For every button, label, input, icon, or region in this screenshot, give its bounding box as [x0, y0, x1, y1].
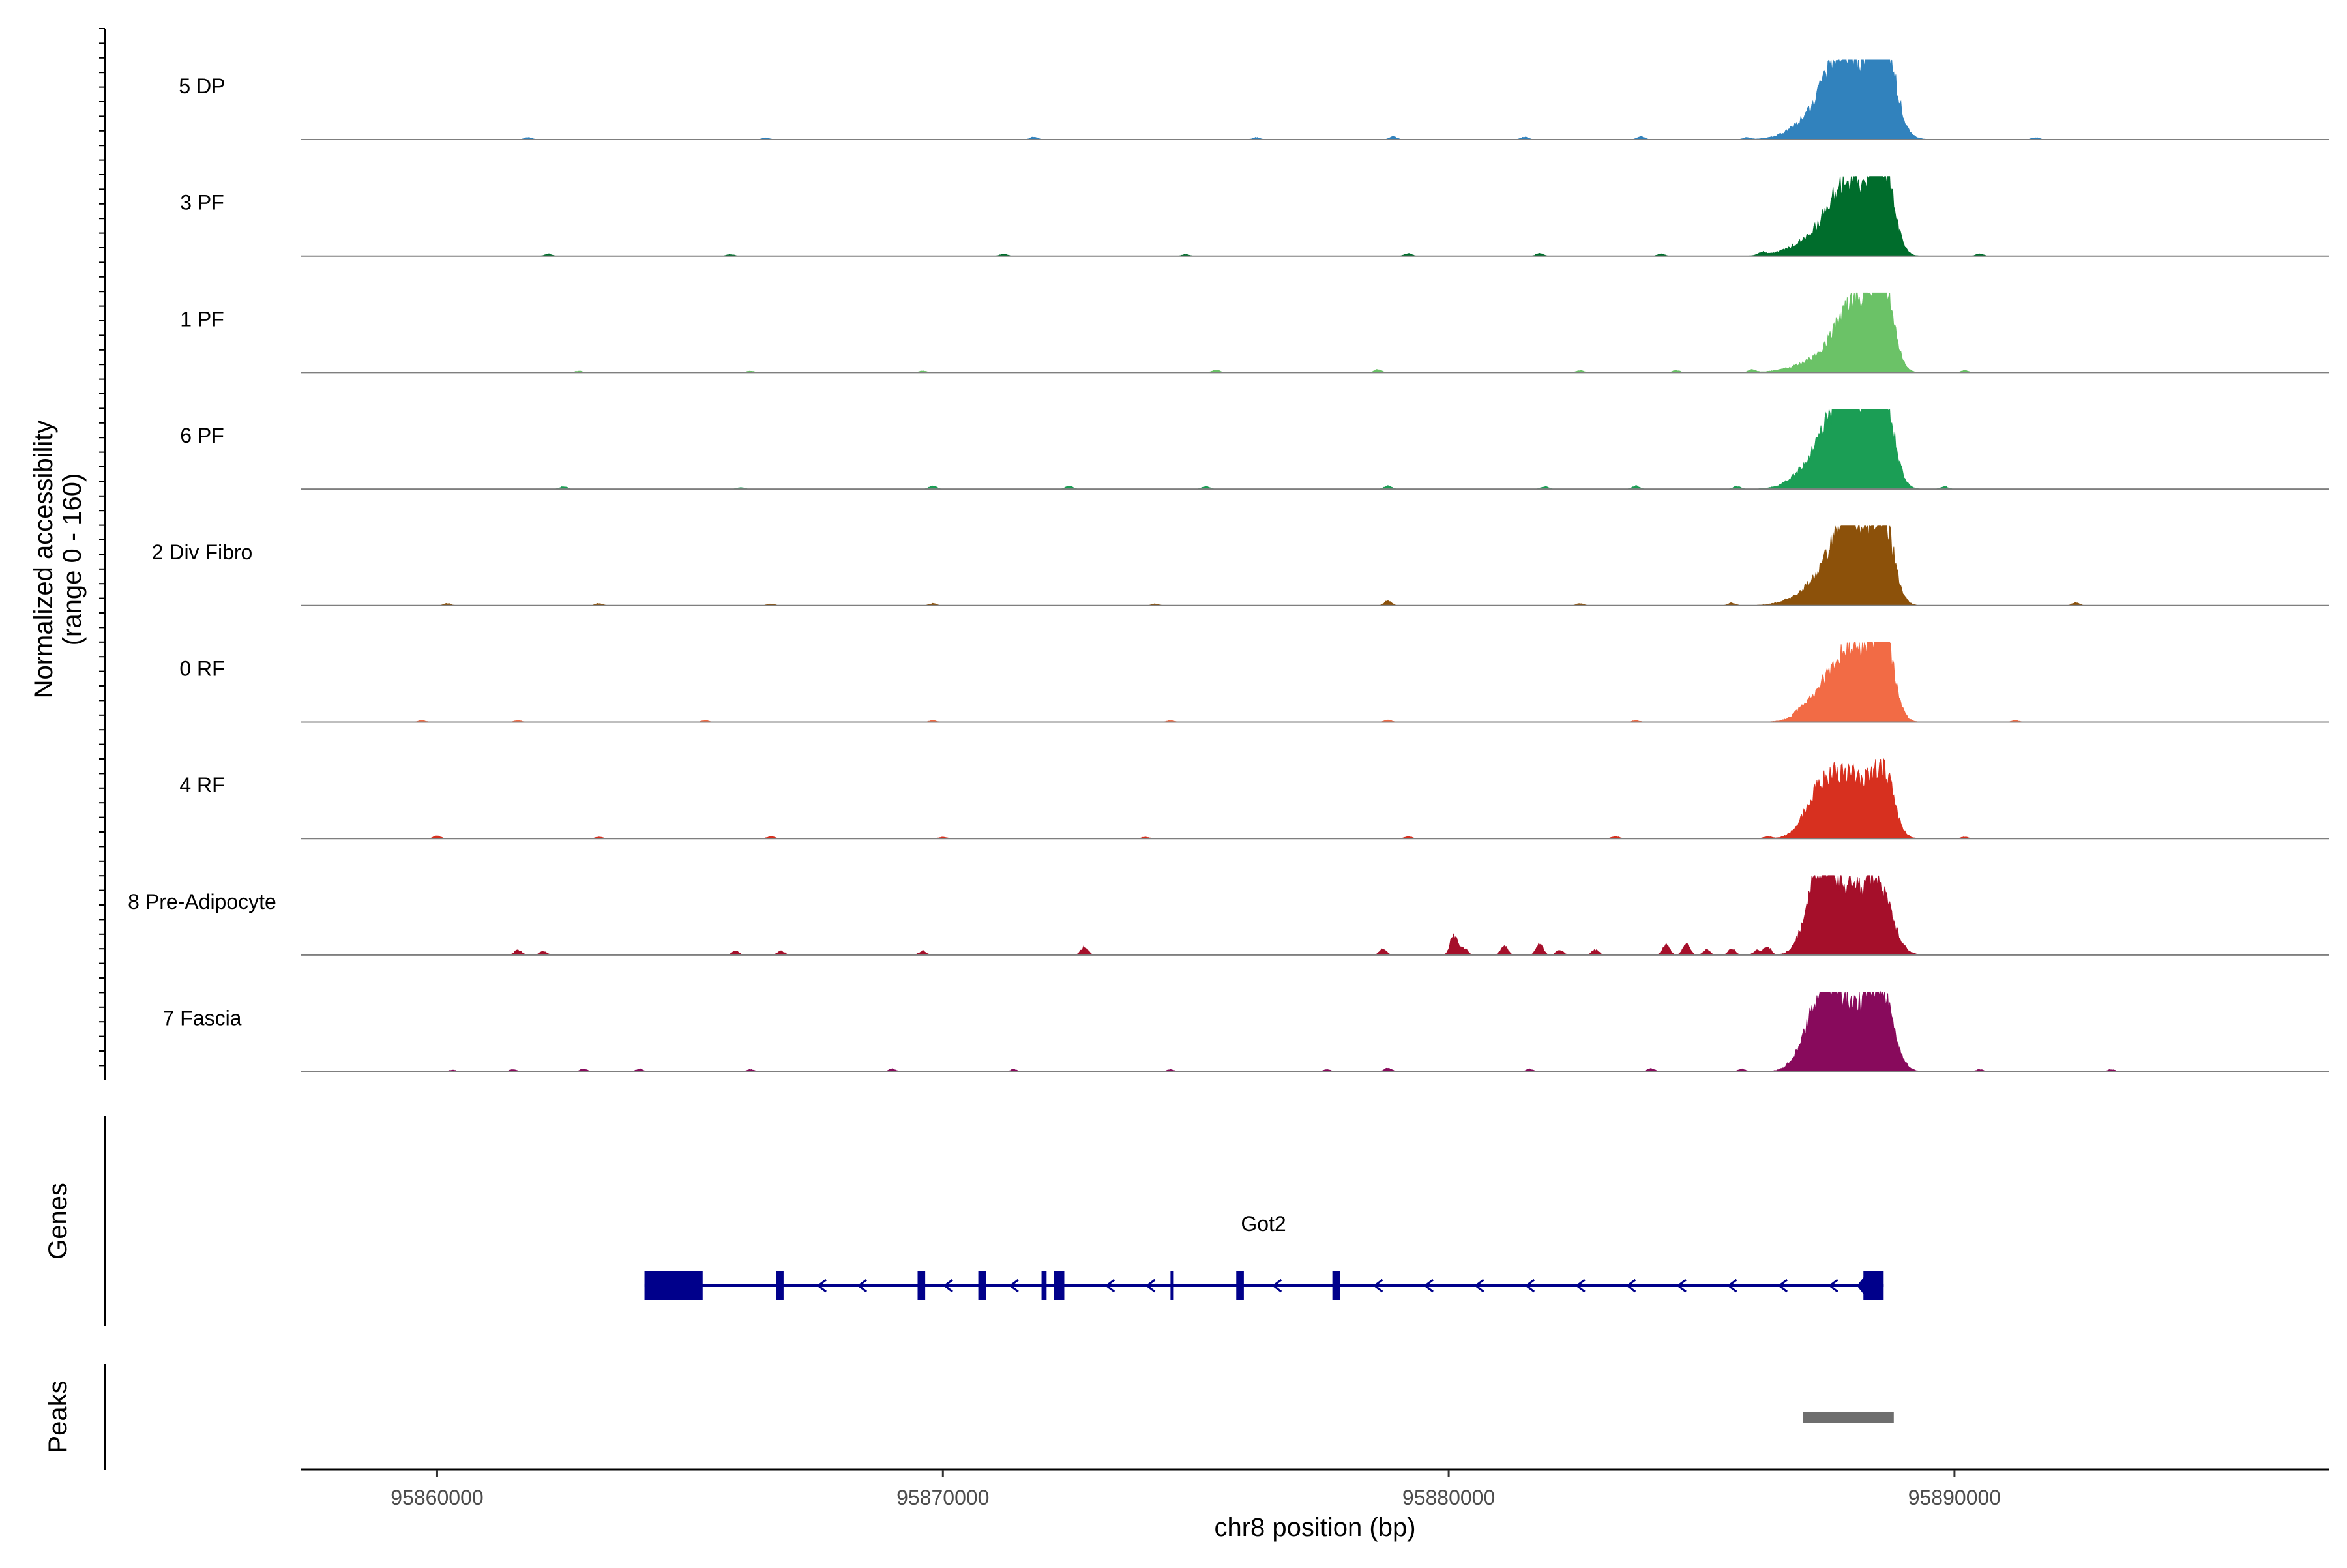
- coverage-area: [310, 59, 2132, 140]
- gene-tss-arrow: [1857, 1276, 1865, 1295]
- gene-exon: [917, 1271, 926, 1300]
- y-axis-label-line1: Normalized accessibility: [29, 421, 58, 699]
- x-axis-ticks: 95860000 95870000 95880000 95890000: [391, 1470, 2001, 1509]
- track-4: 6 PF: [180, 408, 2329, 490]
- strand-arrow: [1104, 1279, 1115, 1293]
- track-label: 7 Fascia: [163, 1007, 242, 1030]
- track-label: 8 Pre-Adipocyte: [128, 890, 276, 913]
- x-axis-title: chr8 position (bp): [1214, 1513, 1415, 1542]
- strand-arrow: [1423, 1279, 1434, 1293]
- gene-exon: [644, 1271, 703, 1300]
- gene-name-label: Got2: [1241, 1212, 1286, 1235]
- strand-arrow: [1676, 1279, 1687, 1293]
- coverage-area: [310, 292, 2132, 373]
- coverage-area: [310, 408, 2132, 490]
- gene-exon: [1863, 1271, 1884, 1300]
- strand-arrow: [816, 1279, 827, 1293]
- coverage-area: [310, 642, 2132, 722]
- strand-arrow: [1727, 1279, 1737, 1293]
- gene-exon: [978, 1271, 986, 1300]
- track-1: 5 DP: [179, 59, 2329, 140]
- track-label: 0 RF: [179, 657, 224, 681]
- track-label: 2 Div Fibro: [152, 540, 253, 564]
- track-label: 1 PF: [180, 307, 224, 331]
- coverage-y-ticks: [99, 28, 105, 1067]
- gene-exon: [1054, 1271, 1065, 1300]
- gene-exon: [1041, 1271, 1047, 1300]
- track-3: 1 PF: [180, 292, 2329, 374]
- coverage-area: [310, 176, 2132, 257]
- x-tick-label-1: 95860000: [391, 1486, 483, 1509]
- x-tick-label-3: 95880000: [1402, 1486, 1495, 1509]
- y-axis-label-line2: (range 0 - 160): [58, 473, 87, 646]
- strand-arrow: [1474, 1279, 1484, 1293]
- coverage-area: [310, 990, 2132, 1072]
- strand-arrow: [1828, 1279, 1838, 1293]
- strand-arrow: [1372, 1279, 1383, 1293]
- coverage-area: [310, 874, 2132, 956]
- gene-track: [644, 1271, 1884, 1300]
- strand-arrow: [1524, 1279, 1535, 1293]
- track-9: 7 Fascia: [163, 990, 2329, 1072]
- peak-region: [1803, 1412, 1894, 1423]
- strand-arrow: [1271, 1279, 1282, 1293]
- strand-arrow: [1009, 1279, 1019, 1293]
- strand-arrow: [857, 1279, 868, 1293]
- peaks-label: Peaks: [44, 1380, 72, 1453]
- gene-exon: [1236, 1271, 1244, 1300]
- coverage-tracks: 5 DP 3 PF 1 PF 6 PF 2 Div Fibro 0 RF 4 RF 8 Pre…: [128, 59, 2329, 1072]
- peak-track: [1803, 1412, 1894, 1423]
- track-label: 5 DP: [179, 74, 225, 98]
- gene-exon: [1332, 1271, 1340, 1300]
- genes-label: Genes: [44, 1183, 72, 1260]
- x-tick-label-4: 95890000: [1908, 1486, 2001, 1509]
- track-2: 3 PF: [180, 176, 2329, 257]
- strand-arrow: [943, 1279, 953, 1293]
- track-label: 4 RF: [179, 773, 224, 797]
- coverage-area: [310, 525, 2132, 606]
- track-label: 6 PF: [180, 424, 224, 447]
- gene-exon: [776, 1271, 784, 1300]
- strand-arrow: [1777, 1279, 1788, 1293]
- track-6: 0 RF: [179, 642, 2329, 723]
- strand-arrow: [1625, 1279, 1636, 1293]
- coverage-area: [310, 758, 2132, 839]
- gene-exon: [1170, 1271, 1174, 1300]
- track-8: 8 Pre-Adipocyte: [128, 874, 2329, 956]
- strand-arrow: [1145, 1279, 1156, 1293]
- x-tick-label-2: 95870000: [896, 1486, 989, 1509]
- track-7: 4 RF: [179, 758, 2329, 840]
- track-label: 3 PF: [180, 191, 224, 214]
- track-5: 2 Div Fibro: [152, 525, 2329, 606]
- strand-arrow: [1575, 1279, 1586, 1293]
